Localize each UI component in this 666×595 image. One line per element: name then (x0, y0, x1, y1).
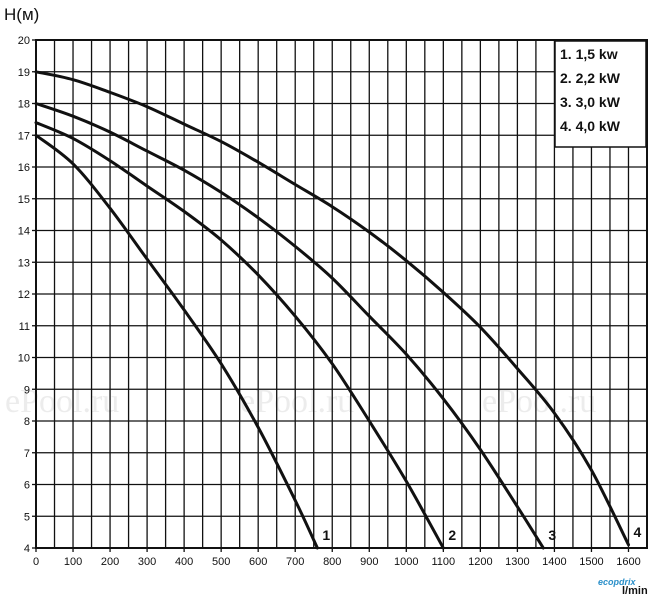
brand-logo: ecopdrix (598, 577, 637, 587)
y-tick-label: 9 (24, 384, 30, 396)
x-tick-label: 1000 (394, 556, 418, 568)
y-tick-label: 13 (18, 257, 30, 269)
curve-label-4: 4 (633, 524, 641, 540)
x-tick-label: 1400 (542, 556, 566, 568)
curve-2 (34, 121, 445, 550)
watermark-center: ePool.ru (240, 383, 354, 420)
x-axis-label: l/min (622, 585, 648, 595)
y-tick-label: 14 (18, 226, 30, 238)
y-tick-label: 5 (24, 511, 30, 523)
legend-box (554, 40, 647, 148)
y-tick-label: 8 (24, 416, 30, 428)
curve-3 (34, 102, 545, 550)
x-tick-label: 1500 (579, 556, 603, 568)
x-tick-label: 200 (101, 556, 119, 568)
curve-label-3: 3 (548, 527, 556, 543)
legend-entry-3: 3. 3,0 kW (560, 94, 621, 110)
x-tick-label: 100 (64, 556, 82, 568)
x-tick-label: 600 (249, 556, 267, 568)
curve-4 (34, 70, 630, 547)
x-tick-label: 700 (286, 556, 304, 568)
x-axis-ticks: 0 100 200 300 400 500 600 700 800 900 1000 1100 1200… (33, 548, 641, 568)
plot-frame (35, 39, 648, 549)
x-tick-label: 0 (33, 556, 39, 568)
y-tick-label: 11 (19, 321, 30, 333)
x-tick-label: 1600 (616, 556, 640, 568)
y-tick-label: 4 (24, 543, 30, 555)
y-tick-label: 20 (18, 35, 30, 47)
curve-1 (34, 133, 319, 550)
y-tick-label: 15 (18, 194, 30, 206)
curve-label-2: 2 (448, 527, 456, 543)
curve-label-1: 1 (322, 527, 330, 543)
y-tick-label: 19 (18, 67, 30, 79)
y-tick-label: 17 (18, 130, 30, 142)
y-tick-label: 6 (24, 480, 30, 492)
y-tick-label: 18 (18, 99, 30, 111)
x-tick-label: 500 (212, 556, 230, 568)
watermark-left: ePool.ru (5, 383, 119, 420)
y-tick-label: 10 (18, 353, 30, 365)
x-tick-label: 1200 (468, 556, 492, 568)
curve-labels: 1 2 3 4 (322, 524, 641, 543)
y-tick-label: 16 (18, 162, 30, 174)
y-axis-label: H(м) (4, 5, 39, 24)
x-tick-label: 1100 (432, 556, 456, 568)
y-tick-label: 12 (18, 289, 30, 301)
legend-entry-2: 2. 2,2 kW (560, 70, 621, 86)
x-tick-label: 900 (360, 556, 378, 568)
x-tick-label: 300 (138, 556, 156, 568)
legend-entry-4: 4. 4,0 kW (560, 118, 621, 134)
legend-entry-1: 1. 1,5 kw (560, 46, 618, 62)
watermarks: ePool.ru ePool.ru ePool.ru (5, 383, 596, 420)
x-tick-label: 800 (323, 556, 341, 568)
y-tick-label: 7 (24, 448, 30, 460)
legend: 1. 1,5 kw 2. 2,2 kW 3. 3,0 kW 4. 4,0 kW (554, 40, 647, 148)
x-tick-label: 1300 (505, 556, 529, 568)
x-tick-label: 400 (175, 556, 193, 568)
curves (34, 70, 630, 550)
y-axis-ticks: 4 5 6 7 8 9 10 11 12 13 14 15 16 17 18 19 20 (18, 35, 36, 555)
